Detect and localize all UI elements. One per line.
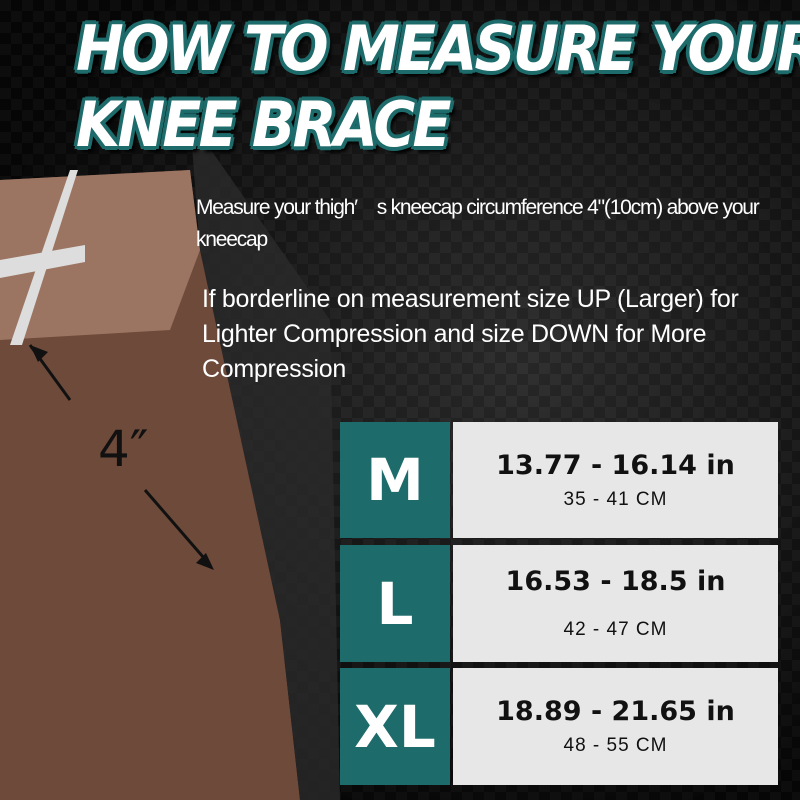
size-inches: 13.77 - 16.14 in <box>496 449 735 481</box>
measure-distance-label: 4″ <box>98 420 149 478</box>
title-line-1: HOW TO MEASURE YOUR <box>76 12 800 85</box>
size-row-m: M 13.77 - 16.14 in 35 - 41 CM <box>340 422 778 538</box>
size-label: M <box>340 422 450 538</box>
arrow-down-icon <box>143 489 212 566</box>
size-inches: 16.53 - 18.5 in <box>505 566 726 597</box>
title-line-2: KNEE BRACE <box>76 88 452 161</box>
size-inches: 18.89 - 21.65 in <box>496 696 735 727</box>
size-cm: 42 - 47 CM <box>563 619 668 640</box>
size-row-xl: XL 18.89 - 21.65 in 48 - 55 CM <box>340 668 778 785</box>
advice-text: If borderline on measurement size UP (La… <box>202 285 739 383</box>
instruction-text: Measure your thigh′ s kneecap circumfere… <box>196 196 760 251</box>
size-row-l: L 16.53 - 18.5 in 42 - 47 CM <box>340 545 778 662</box>
size-label: L <box>340 545 450 662</box>
thigh-photo <box>0 120 340 800</box>
size-cm: 48 - 55 CM <box>563 735 668 756</box>
size-label: XL <box>340 668 450 785</box>
size-cm: 35 - 41 CM <box>563 488 668 510</box>
